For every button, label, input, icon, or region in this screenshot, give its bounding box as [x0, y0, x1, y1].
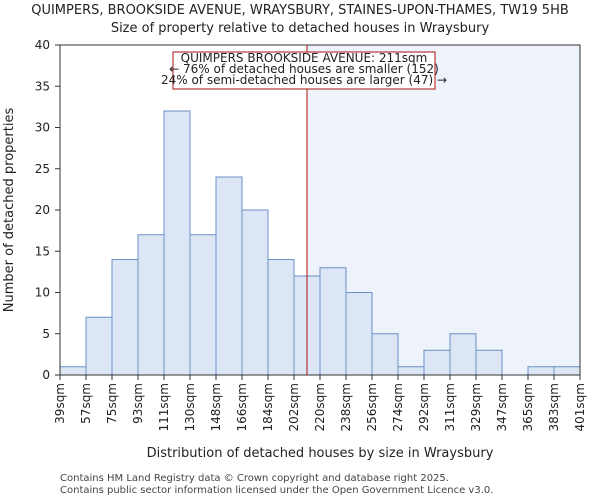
annotation-line-2: ← 76% of detached houses are smaller (15… — [169, 62, 439, 76]
y-tick-label: 5 — [42, 327, 50, 341]
x-tick-label: 130sqm — [183, 383, 197, 431]
x-tick-label: 184sqm — [261, 383, 275, 431]
x-tick-label: 57sqm — [79, 383, 93, 424]
y-tick-label: 20 — [35, 203, 50, 217]
y-tick-label: 30 — [35, 121, 50, 135]
x-tick-label: 347sqm — [495, 383, 509, 431]
x-tick-label: 39sqm — [53, 383, 67, 424]
x-tick-label: 75sqm — [105, 383, 119, 424]
x-tick-label: 238sqm — [339, 383, 353, 431]
x-tick-label: 111sqm — [157, 383, 171, 431]
bars-group — [59, 110, 581, 376]
bar-365sqm — [527, 366, 555, 376]
x-tick-label: 311sqm — [443, 383, 457, 431]
y-tick-label: 10 — [35, 286, 50, 300]
bar-93sqm — [137, 234, 165, 376]
bar-329sqm — [475, 349, 503, 376]
bar-238sqm — [345, 292, 373, 376]
bar-130sqm — [189, 234, 217, 376]
y-tick-label: 35 — [35, 79, 50, 93]
chart-title: QUIMPERS, BROOKSIDE AVENUE, WRAYSBURY, S… — [31, 3, 569, 18]
x-tick-label: 220sqm — [313, 383, 327, 431]
annotation-line-3: 24% of semi-detached houses are larger (… — [161, 73, 447, 87]
y-tick-label: 25 — [35, 162, 50, 176]
x-axis-label: Distribution of detached houses by size … — [147, 446, 494, 461]
x-tick-label: 256sqm — [365, 383, 379, 431]
bar-148sqm — [215, 176, 243, 376]
bar-383sqm — [553, 366, 581, 376]
annotation-line-1: QUIMPERS BROOKSIDE AVENUE: 211sqm — [181, 51, 428, 65]
x-tick-label: 365sqm — [521, 383, 535, 431]
x-tick-label: 292sqm — [417, 383, 431, 431]
bar-274sqm — [397, 366, 425, 376]
y-axis-label: Number of detached properties — [2, 108, 17, 313]
x-tick-label: 274sqm — [391, 383, 405, 431]
x-tick-label: 148sqm — [209, 383, 223, 431]
bar-256sqm — [371, 333, 399, 376]
y-tick-label: 0 — [42, 368, 50, 382]
annotation-border — [172, 51, 436, 90]
bar-57sqm — [85, 316, 113, 376]
x-tick-label: 93sqm — [131, 383, 145, 424]
bar-111sqm — [163, 110, 191, 376]
plot-frame — [59, 44, 581, 376]
bar-311sqm — [449, 333, 477, 376]
bar-292sqm — [423, 349, 451, 376]
y-tick-label: 40 — [35, 38, 50, 52]
bar-166sqm — [241, 209, 269, 376]
y-tick-label: 15 — [35, 244, 50, 258]
chart-subtitle: Size of property relative to detached ho… — [111, 21, 490, 36]
bar-39sqm — [59, 366, 87, 376]
x-axis-ticks: 39sqm 57sqm 75sqm 93sqm 111sqm 130sqm 148sqm 16… — [53, 375, 587, 431]
bar-75sqm — [111, 259, 139, 376]
x-tick-label: 202sqm — [287, 383, 301, 431]
x-tick-label: 166sqm — [235, 383, 249, 431]
footer-line-2: Contains public sector information licen… — [60, 485, 494, 496]
bar-220sqm — [319, 267, 347, 376]
bar-184sqm — [267, 259, 295, 376]
footer-line-1: Contains HM Land Registry data © Crown c… — [60, 473, 449, 484]
x-tick-label: 329sqm — [469, 383, 483, 431]
x-tick-label: 383sqm — [547, 383, 561, 431]
y-axis-ticks: 0 5 10 15 20 25 30 35 40 — [35, 38, 60, 382]
annotation-box: QUIMPERS BROOKSIDE AVENUE: 211sqm ← 76% … — [161, 51, 447, 90]
x-tick-label: 401sqm — [573, 383, 587, 431]
